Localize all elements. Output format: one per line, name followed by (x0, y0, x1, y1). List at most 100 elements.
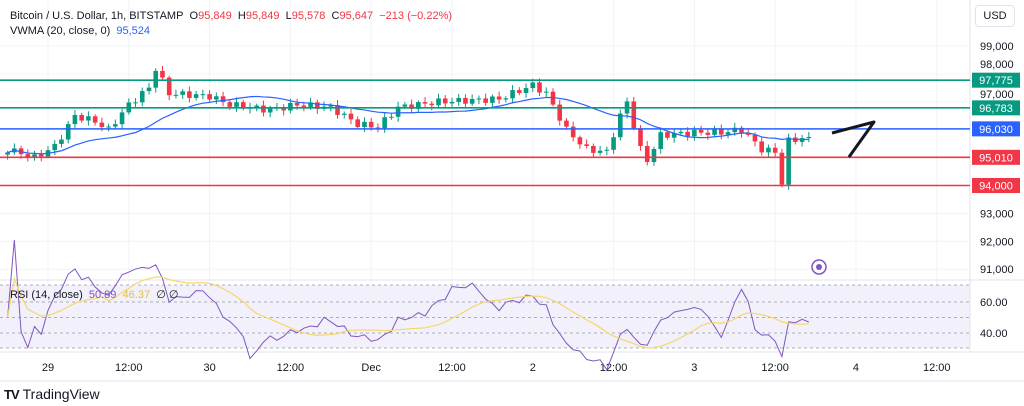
time-tick-label: 12:00 (600, 362, 628, 374)
candle-body (483, 98, 488, 103)
price-tick-label: 98,000 (980, 59, 1014, 71)
candle-body (180, 91, 185, 95)
candle-body (543, 91, 549, 93)
candle-body (469, 98, 475, 104)
candle-body (288, 102, 293, 111)
time-tick-label: 30 (203, 362, 215, 374)
candle-body (200, 94, 206, 96)
candle-body (591, 145, 596, 153)
symbol-title: Bitcoin / U.S. Dollar, 1h, BITSTAMP (10, 10, 184, 22)
rsi-band (0, 285, 970, 348)
candle-body (463, 97, 468, 104)
candle-body (267, 108, 273, 113)
high-value: 95,849 (245, 10, 280, 22)
candle-body (752, 134, 758, 142)
candle-body (725, 132, 731, 135)
candle-body (301, 105, 307, 107)
candle-body (779, 152, 785, 185)
time-tick-label: 29 (42, 362, 54, 374)
candle-body (476, 98, 482, 100)
rsi-tick-label: 60.00 (980, 297, 1008, 309)
candle-body (678, 131, 684, 134)
candle-body (52, 143, 58, 151)
candle-body (611, 137, 616, 150)
candle-body (113, 124, 118, 127)
candle-body (261, 105, 266, 113)
plus-circle-icon[interactable] (811, 259, 827, 275)
time-tick-label: 12:00 (115, 362, 143, 374)
candle-body (799, 138, 805, 142)
level-label: 95,010 (979, 152, 1013, 164)
candle-body (153, 70, 159, 88)
candle-body (644, 145, 650, 162)
arrow-right-icon (831, 120, 876, 158)
candle-body (503, 98, 509, 100)
candle-body (187, 91, 192, 98)
level-label: 94,000 (979, 181, 1013, 193)
candle-body (705, 132, 711, 135)
price-tick-label: 99,000 (980, 41, 1014, 53)
candle-body (510, 90, 515, 99)
candle-body (530, 82, 536, 89)
candle-body (139, 91, 145, 103)
time-tick-label: 12:00 (438, 362, 466, 374)
candle-body (328, 105, 334, 107)
candle-body (638, 128, 643, 146)
candle-body (254, 105, 260, 108)
candle-body (79, 115, 84, 121)
candle-body (759, 141, 764, 153)
level-label: 97,775 (979, 75, 1013, 87)
candle-body (119, 112, 125, 125)
tradingview-logo-icon: TV (4, 386, 20, 402)
candle-body (207, 94, 212, 100)
price-tick-label: 91,000 (980, 264, 1014, 276)
vwma-value: 95,524 (116, 25, 151, 37)
candle-body (315, 102, 320, 109)
currency-button[interactable]: USD (975, 5, 1015, 27)
open-value: 95,849 (198, 10, 232, 22)
rsi-ma-value: 46.37 (122, 289, 151, 301)
candle-body (72, 115, 78, 125)
plus-circle-dot (816, 264, 822, 270)
candle-body (335, 105, 340, 115)
candle-body (658, 132, 664, 149)
candle-body (537, 82, 542, 93)
price-tick-label: 97,000 (980, 89, 1014, 101)
candle-body (739, 127, 744, 133)
candle-body (745, 132, 751, 135)
candle-body (698, 129, 704, 133)
candle-body (806, 136, 812, 139)
candle-body (631, 101, 637, 129)
candle-body (422, 102, 428, 104)
time-tick-label: 12:00 (923, 362, 951, 374)
change-value: −213 (−0.22%) (379, 10, 453, 22)
symbol-legend: Bitcoin / U.S. Dollar, 1h, BITSTAMP O95,… (10, 10, 453, 37)
tradingview-logo[interactable]: TV TradingView (4, 386, 100, 402)
candle-body (523, 88, 529, 93)
candle-body (220, 96, 226, 103)
candle-body (692, 129, 697, 137)
candle-body (281, 107, 286, 111)
candle-body (786, 137, 791, 185)
candle-body (348, 113, 354, 120)
close-value: 95,647 (339, 10, 374, 22)
candle-body (449, 101, 455, 104)
candle-body (490, 96, 495, 103)
candle-body (173, 94, 179, 96)
candle-body (584, 144, 589, 146)
vwma-label: VWMA (20, close, 0) (10, 25, 111, 37)
candle-body (240, 102, 246, 109)
candle-body (517, 90, 522, 93)
candle-body (382, 117, 387, 129)
time-tick-label: 2 (530, 362, 536, 374)
candle-body (772, 147, 778, 153)
rsi-label: RSI (14, close) (10, 289, 83, 301)
plus-circle-outline (811, 259, 827, 275)
candle-body (402, 104, 408, 107)
candle-body (32, 154, 37, 158)
rsi-tick-label: 40.00 (980, 328, 1008, 340)
candle-body (719, 129, 724, 135)
candle-body (375, 127, 381, 129)
candle-body (38, 154, 44, 157)
